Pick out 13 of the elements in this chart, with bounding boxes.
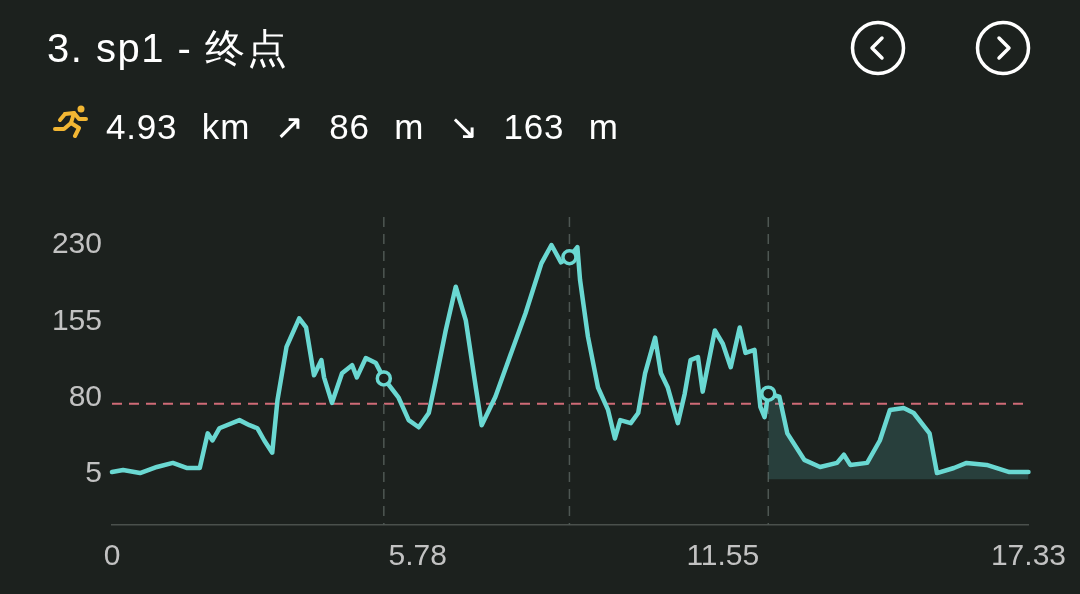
x-tick-label: 0 bbox=[103, 538, 121, 572]
y-tick-label: 155 bbox=[51, 302, 102, 336]
chart-subtitle: 4.93 km ↗ 86 m ↘ 163 m bbox=[106, 106, 619, 148]
chart-title: 3. sp1 - 终点 bbox=[47, 25, 289, 72]
x-tick-label: 5.78 bbox=[388, 538, 447, 572]
y-tick-label: 80 bbox=[68, 378, 102, 412]
y-tick-label: 230 bbox=[51, 226, 102, 260]
point bbox=[760, 385, 777, 402]
point bbox=[561, 248, 578, 266]
x-tick-label: 17.33 bbox=[990, 538, 1066, 572]
point bbox=[375, 370, 393, 387]
y-tick-label: 5 bbox=[85, 455, 102, 489]
x-tick-label: 11.55 bbox=[686, 538, 760, 572]
